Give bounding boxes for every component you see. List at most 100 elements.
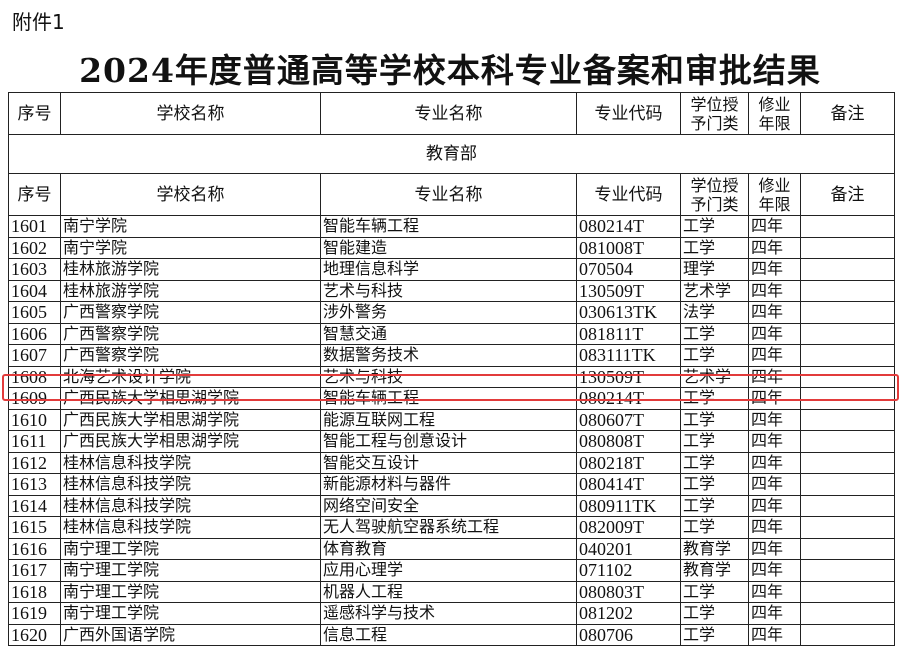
cell-remarks bbox=[800, 215, 895, 238]
cell-code: 081811T bbox=[576, 322, 681, 345]
cell-code: 040201 bbox=[576, 537, 681, 560]
cell-remarks bbox=[800, 344, 895, 367]
cell-remarks bbox=[800, 236, 895, 259]
cell-code: 080808T bbox=[576, 430, 681, 453]
cell-degree: 工学 bbox=[680, 602, 749, 625]
table-row: 1603 桂林旅游学院 地理信息科学 070504 理学 四年 bbox=[8, 258, 895, 281]
cell-school: 南宁学院 bbox=[60, 236, 321, 259]
cell-school: 南宁理工学院 bbox=[60, 537, 321, 560]
header-index: 序号 bbox=[8, 173, 61, 216]
cell-index: 1608 bbox=[8, 365, 61, 388]
cell-duration: 四年 bbox=[748, 494, 801, 517]
cell-degree: 工学 bbox=[680, 236, 749, 259]
cell-remarks bbox=[800, 430, 895, 453]
table-row: 1607 广西警察学院 数据警务技术 083111TK 工学 四年 bbox=[8, 344, 895, 367]
cell-remarks bbox=[800, 559, 895, 582]
header-code: 专业代码 bbox=[576, 92, 681, 135]
cell-code: 080218T bbox=[576, 451, 681, 474]
cell-school: 北海艺术设计学院 bbox=[60, 365, 321, 388]
cell-major: 新能源材料与器件 bbox=[320, 473, 577, 496]
cell-index: 1605 bbox=[8, 301, 61, 324]
department-label: 教育部 bbox=[8, 134, 895, 174]
cell-index: 1606 bbox=[8, 322, 61, 345]
cell-degree: 工学 bbox=[680, 623, 749, 646]
cell-major: 智能交互设计 bbox=[320, 451, 577, 474]
cell-major: 涉外警务 bbox=[320, 301, 577, 324]
cell-remarks bbox=[800, 580, 895, 603]
cell-duration: 四年 bbox=[748, 580, 801, 603]
cell-remarks bbox=[800, 279, 895, 302]
header-row-repeat: 序号 学校名称 专业名称 专业代码 学位授予门类 修业年限 备注 bbox=[8, 173, 895, 216]
cell-major: 无人驾驶航空器系统工程 bbox=[320, 516, 577, 539]
cell-duration: 四年 bbox=[748, 279, 801, 302]
cell-remarks bbox=[800, 451, 895, 474]
cell-remarks bbox=[800, 365, 895, 388]
cell-duration: 四年 bbox=[748, 322, 801, 345]
cell-code: 070504 bbox=[576, 258, 681, 281]
table-row: 1617 南宁理工学院 应用心理学 071102 教育学 四年 bbox=[8, 559, 895, 582]
cell-duration: 四年 bbox=[748, 559, 801, 582]
cell-degree: 理学 bbox=[680, 258, 749, 281]
cell-major: 艺术与科技 bbox=[320, 365, 577, 388]
cell-remarks bbox=[800, 537, 895, 560]
cell-code: 080803T bbox=[576, 580, 681, 603]
cell-code: 080607T bbox=[576, 408, 681, 431]
table-row: 1616 南宁理工学院 体育教育 040201 教育学 四年 bbox=[8, 537, 895, 560]
cell-index: 1612 bbox=[8, 451, 61, 474]
cell-remarks bbox=[800, 494, 895, 517]
cell-index: 1609 bbox=[8, 387, 61, 410]
table-row: 1615 桂林信息科技学院 无人驾驶航空器系统工程 082009T 工学 四年 bbox=[8, 516, 895, 539]
cell-school: 南宁理工学院 bbox=[60, 580, 321, 603]
cell-major: 网络空间安全 bbox=[320, 494, 577, 517]
table-row: 1613 桂林信息科技学院 新能源材料与器件 080414T 工学 四年 bbox=[8, 473, 895, 496]
cell-degree: 工学 bbox=[680, 580, 749, 603]
table-row: 1604 桂林旅游学院 艺术与科技 130509T 艺术学 四年 bbox=[8, 279, 895, 302]
cell-degree: 艺术学 bbox=[680, 365, 749, 388]
cell-remarks bbox=[800, 516, 895, 539]
table-row: 1619 南宁理工学院 遥感科学与技术 081202 工学 四年 bbox=[8, 602, 895, 625]
table-row: 1618 南宁理工学院 机器人工程 080803T 工学 四年 bbox=[8, 580, 895, 603]
cell-index: 1615 bbox=[8, 516, 61, 539]
cell-remarks bbox=[800, 408, 895, 431]
cell-duration: 四年 bbox=[748, 623, 801, 646]
cell-major: 智能工程与创意设计 bbox=[320, 430, 577, 453]
cell-index: 1602 bbox=[8, 236, 61, 259]
cell-duration: 四年 bbox=[748, 430, 801, 453]
cell-index: 1616 bbox=[8, 537, 61, 560]
cell-code: 081008T bbox=[576, 236, 681, 259]
department-row: 教育部 bbox=[8, 134, 895, 174]
header-remarks: 备注 bbox=[800, 173, 895, 216]
cell-index: 1604 bbox=[8, 279, 61, 302]
cell-index: 1619 bbox=[8, 602, 61, 625]
table-row: 1612 桂林信息科技学院 智能交互设计 080218T 工学 四年 bbox=[8, 451, 895, 474]
cell-school: 广西警察学院 bbox=[60, 301, 321, 324]
cell-major: 智慧交通 bbox=[320, 322, 577, 345]
cell-code: 080414T bbox=[576, 473, 681, 496]
header-row: 序号 学校名称 专业名称 专业代码 学位授予门类 修业年限 备注 bbox=[8, 92, 895, 135]
cell-index: 1603 bbox=[8, 258, 61, 281]
cell-duration: 四年 bbox=[748, 301, 801, 324]
cell-degree: 教育学 bbox=[680, 559, 749, 582]
table-row: 1614 桂林信息科技学院 网络空间安全 080911TK 工学 四年 bbox=[8, 494, 895, 517]
cell-degree: 工学 bbox=[680, 215, 749, 238]
header-degree: 学位授予门类 bbox=[680, 92, 749, 135]
cell-index: 1613 bbox=[8, 473, 61, 496]
cell-school: 广西警察学院 bbox=[60, 344, 321, 367]
cell-degree: 工学 bbox=[680, 322, 749, 345]
header-remarks: 备注 bbox=[800, 92, 895, 135]
cell-code: 083111TK bbox=[576, 344, 681, 367]
cell-duration: 四年 bbox=[748, 451, 801, 474]
header-code: 专业代码 bbox=[576, 173, 681, 216]
cell-index: 1601 bbox=[8, 215, 61, 238]
document-title: 2024年度普通高等学校本科专业备案和审批结果 bbox=[79, 51, 821, 90]
cell-code: 030613TK bbox=[576, 301, 681, 324]
header-index: 序号 bbox=[8, 92, 61, 135]
cell-major: 地理信息科学 bbox=[320, 258, 577, 281]
cell-school: 南宁理工学院 bbox=[60, 559, 321, 582]
header-duration: 修业年限 bbox=[748, 173, 801, 216]
cell-duration: 四年 bbox=[748, 387, 801, 410]
cell-major: 体育教育 bbox=[320, 537, 577, 560]
cell-school: 桂林旅游学院 bbox=[60, 279, 321, 302]
cell-school: 广西民族大学相思湖学院 bbox=[60, 430, 321, 453]
cell-code: 080214T bbox=[576, 215, 681, 238]
